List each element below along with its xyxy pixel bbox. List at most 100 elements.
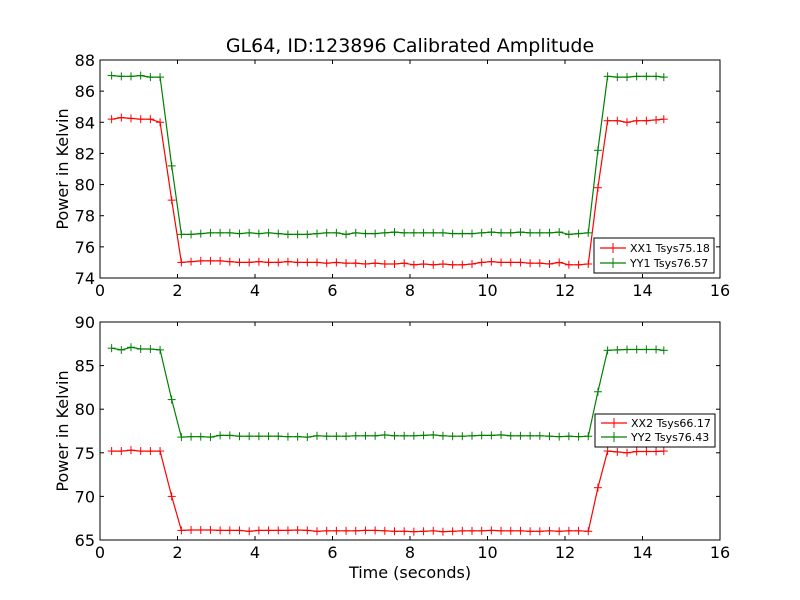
top-data-point [659, 115, 668, 124]
bottom-data-point [555, 432, 564, 441]
bottom-data-point [342, 432, 351, 441]
top-data-point [254, 229, 263, 238]
bottom-data-point [659, 447, 668, 456]
top-data-point [506, 258, 515, 267]
bottom-data-point [516, 431, 525, 440]
bottom-data-point [117, 345, 126, 354]
bottom-data-point [545, 526, 554, 535]
bottom-data-point [216, 431, 225, 440]
bottom-x-tick-label: 4 [250, 543, 260, 562]
top-data-point [245, 258, 254, 267]
top-data-point [146, 115, 155, 124]
bottom-data-point [409, 527, 418, 536]
bottom-data-point [429, 526, 438, 535]
bottom-data-point [177, 433, 186, 442]
bottom-data-point [564, 432, 573, 441]
top-data-point [380, 259, 389, 268]
top-data-point [632, 72, 641, 81]
top-data-point [409, 260, 418, 269]
top-data-point [487, 228, 496, 237]
top-y-tick-label: 76 [75, 238, 95, 257]
top-x-ticks: 0 2 4 6 8 10 12 14 16 [95, 60, 730, 300]
bottom-data-point [361, 431, 370, 440]
top-data-point [574, 229, 583, 238]
top-x-tick-label: 4 [250, 281, 260, 300]
bottom-data-point [293, 432, 302, 441]
top-x-tick-label: 6 [327, 281, 337, 300]
top-y-tick-label: 80 [75, 176, 95, 195]
top-data-point [283, 257, 292, 266]
top-data-point [593, 146, 602, 155]
top-y-ticks: 74 76 78 80 82 84 86 88 [75, 51, 720, 288]
bottom-data-point [642, 447, 651, 456]
bottom-data-point [136, 447, 145, 456]
top-data-point [497, 228, 506, 237]
top-data-point [613, 116, 622, 125]
top-data-point [458, 260, 467, 269]
bottom-x-tick-label: 2 [172, 543, 182, 562]
bottom-x-tick-label: 8 [405, 543, 415, 562]
chart-title: GL64, ID:123896 Calibrated Amplitude [226, 35, 594, 57]
bottom-data-point [419, 431, 428, 440]
bottom-data-point [245, 527, 254, 536]
top-series-line-1 [111, 74, 664, 236]
bottom-data-point [574, 432, 583, 441]
top-data-point [438, 259, 447, 268]
top-y-tick-label: 74 [75, 269, 95, 288]
top-data-point [419, 228, 428, 237]
bottom-data-point [313, 431, 321, 440]
top-data-point [555, 258, 564, 267]
top-data-point [603, 72, 612, 81]
bottom-data-point [623, 448, 631, 457]
top-data-point [332, 228, 341, 237]
bottom-series-line-1 [111, 346, 664, 438]
top-data-point [468, 259, 476, 268]
top-data-point [196, 256, 205, 265]
top-data-point [264, 258, 273, 267]
top-data-point [117, 72, 126, 81]
bottom-data-point [487, 431, 496, 440]
top-x-tick-label: 8 [405, 281, 415, 300]
top-data-point [371, 259, 380, 268]
top-data-point [506, 228, 515, 237]
top-plot-panel: 0 2 4 6 8 10 12 14 16 74 76 78 80 82 84 86 88 Power in … [53, 51, 730, 300]
bottom-data-point [574, 526, 583, 535]
top-data-point [146, 73, 155, 82]
bottom-data-point [506, 431, 515, 440]
top-data-point [322, 228, 331, 237]
bottom-data-point [187, 432, 196, 441]
bottom-data-point [342, 526, 351, 535]
top-data-point [322, 259, 331, 268]
top-data-point [390, 228, 399, 237]
bottom-data-point [332, 526, 341, 535]
top-data-point [535, 259, 544, 268]
top-data-point [497, 258, 506, 267]
top-data-point [584, 259, 593, 268]
bottom-data-point [274, 526, 283, 535]
top-data-point [107, 115, 116, 124]
bottom-data-point [206, 433, 215, 442]
top-data-point [429, 260, 438, 269]
bottom-data-point [196, 432, 205, 441]
bottom-data-point [584, 432, 593, 441]
top-data-point [642, 72, 651, 81]
top-data-point [574, 260, 583, 269]
top-data-point [342, 259, 351, 268]
bottom-y-tick-label: 70 [75, 487, 95, 506]
top-data-point [206, 256, 215, 265]
bottom-data-point [136, 345, 145, 354]
bottom-data-point [632, 447, 641, 456]
bottom-data-point [245, 432, 254, 441]
top-data-point [448, 229, 457, 238]
bottom-data-point [448, 527, 457, 536]
bottom-data-point [400, 431, 409, 440]
bottom-data-point [613, 345, 622, 354]
top-data-point [156, 73, 165, 82]
bottom-data-point [652, 447, 661, 456]
bottom-data-point [156, 447, 165, 456]
top-data-point [351, 259, 360, 268]
top-data-point [380, 228, 389, 237]
top-data-point [429, 228, 438, 237]
bottom-legend: XX2 Tsys66.17 YY2 Tsys76.43 [594, 413, 716, 448]
bottom-data-point [117, 447, 126, 456]
